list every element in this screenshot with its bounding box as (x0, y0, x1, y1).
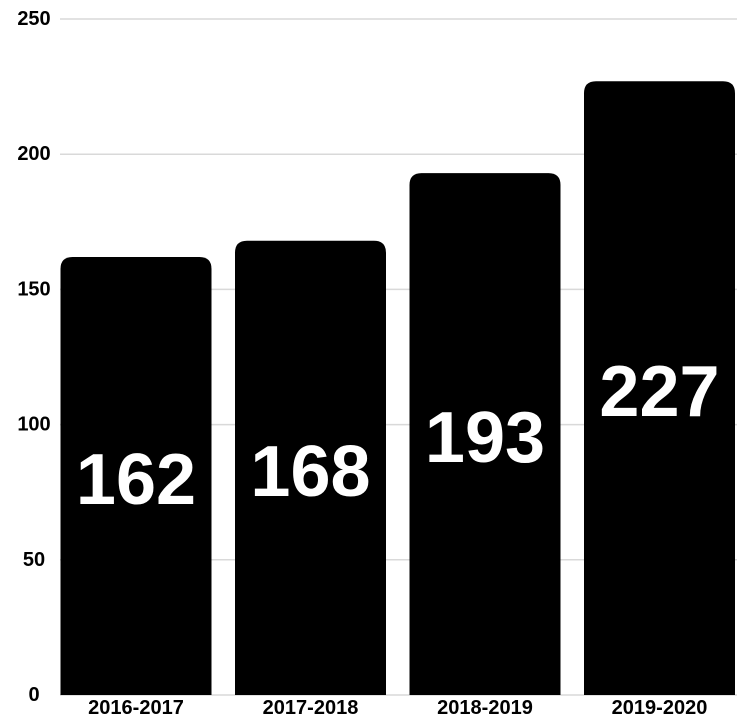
x-axis-category-labels: 2016-2017 2017-2018 2018-2019 2019-2020 (88, 697, 707, 719)
bars (60, 81, 735, 696)
bar-2017-2018 (235, 240, 386, 695)
y-tick-label: 200 (17, 143, 50, 165)
y-tick-label: 0 (28, 684, 39, 706)
bar-2016-2017 (60, 256, 212, 695)
y-tick-label: 50 (23, 549, 45, 571)
y-tick-label: 150 (17, 278, 50, 300)
x-category-label: 2019-2020 (612, 697, 708, 719)
bar-value-labels: 162 168 193 227 (76, 352, 720, 520)
bar-value-label: 168 (250, 432, 370, 512)
bar-2018-2019 (409, 173, 561, 696)
x-category-label: 2016-2017 (88, 697, 184, 719)
y-tick-label: 250 (17, 8, 50, 30)
bar-value-label: 193 (425, 398, 545, 478)
bar-2019-2020 (584, 81, 735, 695)
x-category-label: 2017-2018 (263, 697, 359, 719)
x-category-label: 2018-2019 (437, 697, 533, 719)
y-axis-tick-labels: 0 50 100 150 200 250 (17, 8, 50, 706)
bar-value-label: 227 (599, 352, 719, 432)
bar-value-label: 162 (76, 440, 196, 520)
y-tick-label: 100 (17, 414, 50, 436)
